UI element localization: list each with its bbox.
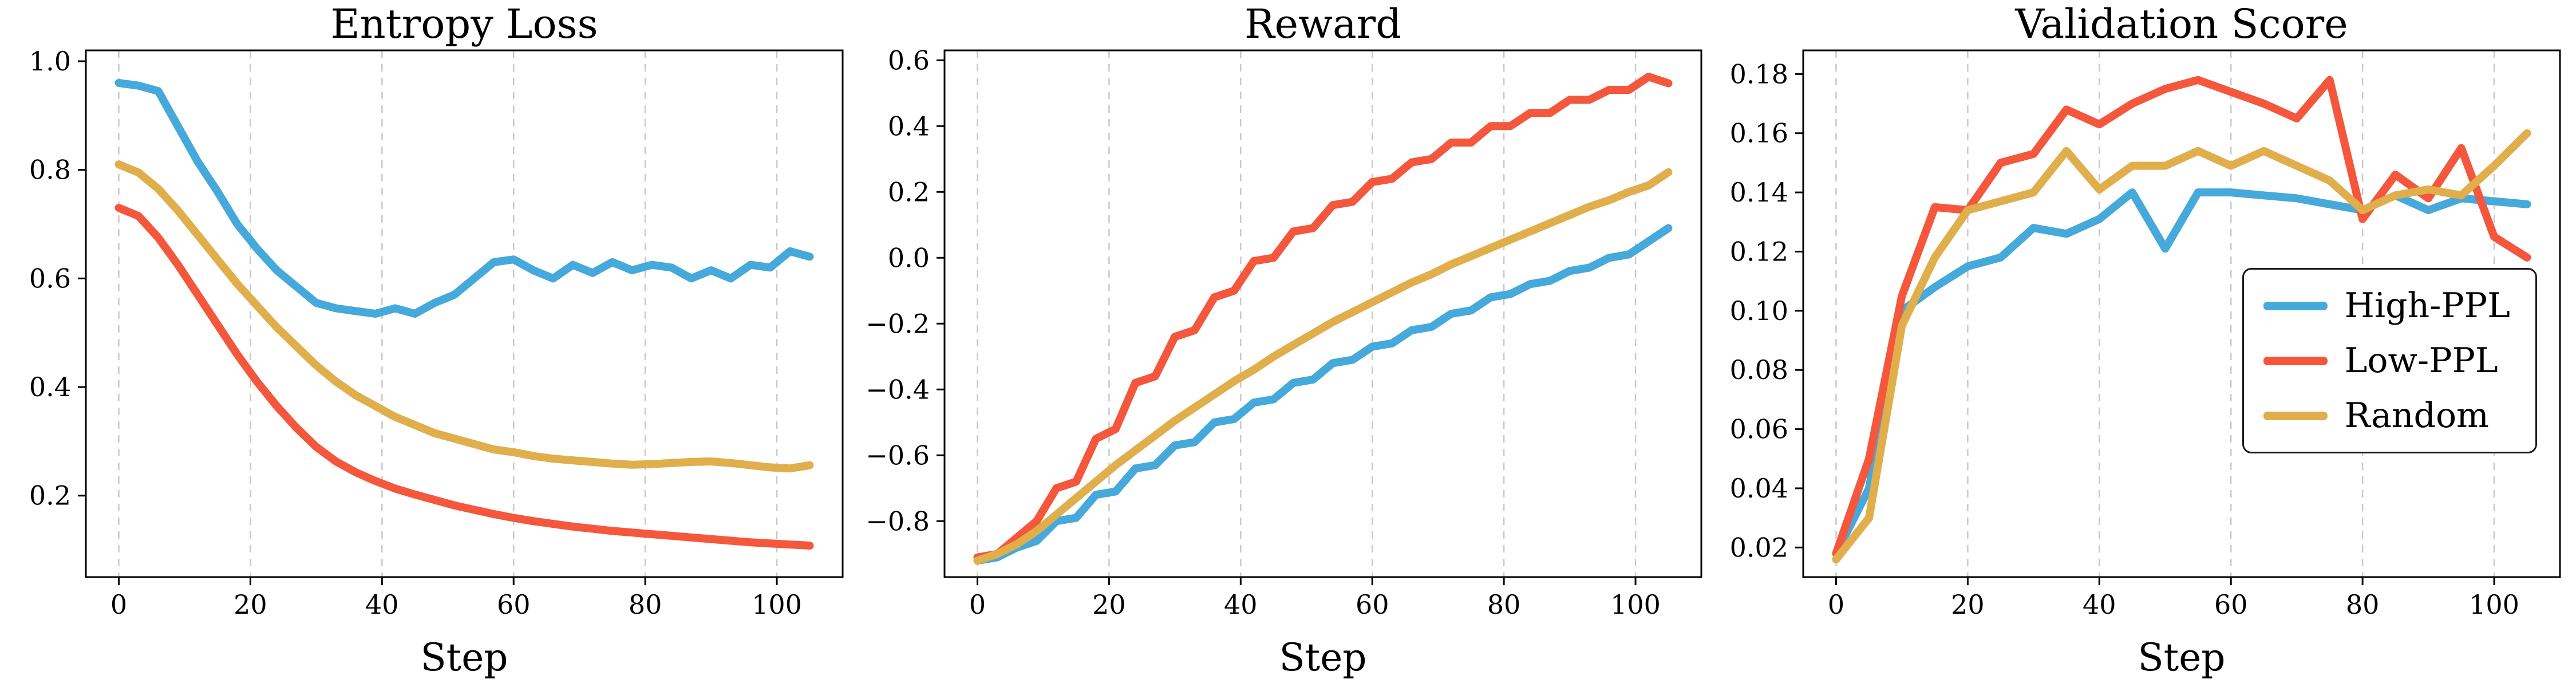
legend-item-high-ppl: High-PPL — [2263, 286, 2510, 326]
entropy-loss-title: Entropy Loss — [330, 1, 598, 48]
reward-xlabel: Step — [1279, 635, 1367, 680]
legend-label-low-ppl: Low-PPL — [2344, 341, 2498, 381]
svg-text:80: 80 — [1487, 589, 1521, 620]
svg-text:20: 20 — [1092, 589, 1126, 620]
svg-text:0: 0 — [110, 589, 127, 620]
svg-text:0.4: 0.4 — [29, 372, 71, 402]
svg-text:0.16: 0.16 — [1730, 118, 1788, 149]
svg-text:40: 40 — [365, 589, 399, 620]
svg-text:0.6: 0.6 — [888, 45, 930, 76]
svg-text:0.12: 0.12 — [1730, 236, 1788, 267]
svg-text:80: 80 — [629, 589, 662, 620]
high-ppl-line-swatch — [2263, 301, 2328, 310]
svg-text:20: 20 — [234, 589, 267, 620]
svg-text:0.14: 0.14 — [1730, 177, 1788, 208]
svg-text:20: 20 — [1951, 589, 1985, 620]
panel-reward: Reward 0 20 40 60 80 100 −0.8 −0.6 −0.4 −0.2 0.0 0.… — [859, 0, 1717, 687]
svg-text:0.06: 0.06 — [1730, 414, 1788, 445]
entropy-loss-xlabel: Step — [420, 635, 508, 680]
entropy-loss-plot: 0 20 40 60 80 100 0.2 0.4 0.6 0.8 1.0 — [29, 46, 844, 620]
svg-text:−0.2: −0.2 — [866, 308, 930, 339]
legend: High-PPL Low-PPL Random — [2242, 268, 2537, 453]
panel-entropy-loss: Entropy Loss 0 20 40 60 80 100 0.2 0.4 0.6 0.8 1.0… — [0, 0, 859, 687]
legend-item-random: Random — [2263, 396, 2510, 436]
svg-text:0.8: 0.8 — [29, 155, 71, 185]
svg-text:0.0: 0.0 — [888, 242, 930, 273]
svg-text:0.2: 0.2 — [29, 480, 71, 511]
svg-text:0: 0 — [1828, 589, 1844, 620]
svg-text:100: 100 — [1610, 589, 1661, 620]
svg-text:0.08: 0.08 — [1730, 354, 1788, 385]
legend-item-low-ppl: Low-PPL — [2263, 341, 2510, 381]
svg-text:0.18: 0.18 — [1730, 58, 1788, 89]
svg-text:0.10: 0.10 — [1730, 295, 1788, 326]
reward-title: Reward — [1244, 1, 1402, 48]
validation-score-xlabel: Step — [2138, 635, 2226, 680]
svg-text:−0.4: −0.4 — [866, 374, 930, 405]
svg-text:60: 60 — [497, 589, 531, 620]
svg-text:60: 60 — [2214, 589, 2248, 620]
svg-text:0.2: 0.2 — [888, 176, 930, 207]
svg-text:100: 100 — [752, 589, 802, 620]
svg-text:100: 100 — [2469, 589, 2519, 620]
svg-text:60: 60 — [1356, 589, 1389, 620]
svg-text:0: 0 — [969, 589, 986, 620]
reward-plot: 0 20 40 60 80 100 −0.8 −0.6 −0.4 −0.2 0.0 0.2 0.4 0.6 — [866, 45, 1702, 620]
validation-score-title: Validation Score — [2015, 1, 2348, 48]
svg-text:40: 40 — [2083, 589, 2116, 620]
legend-label-high-ppl: High-PPL — [2344, 286, 2510, 326]
panel-validation-score: Validation Score 0 20 40 60 80 100 0.02 0.04 0.0… — [1717, 0, 2576, 687]
legend-label-random: Random — [2344, 396, 2489, 436]
svg-text:−0.8: −0.8 — [866, 506, 930, 536]
validation-score-plot: 0 20 40 60 80 100 0.02 0.04 0.06 0.08 0.10 0.12 0.14… — [1730, 49, 2561, 620]
svg-text:1.0: 1.0 — [29, 46, 71, 77]
svg-text:0.02: 0.02 — [1730, 532, 1788, 563]
low-ppl-line-swatch — [2263, 356, 2328, 365]
svg-text:0.04: 0.04 — [1730, 473, 1788, 504]
svg-text:40: 40 — [1224, 589, 1258, 620]
svg-text:80: 80 — [2346, 589, 2380, 620]
svg-text:−0.6: −0.6 — [866, 440, 930, 471]
svg-text:0.4: 0.4 — [888, 110, 930, 141]
random-line-swatch — [2263, 411, 2328, 420]
svg-text:0.6: 0.6 — [29, 263, 71, 294]
